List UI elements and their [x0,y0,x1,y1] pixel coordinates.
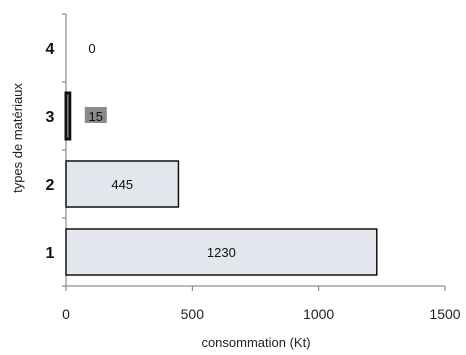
bar [65,160,180,208]
x-tick-label: 1500 [429,306,460,322]
y-tick-label: 1 [46,245,55,262]
y-tick-label: 3 [46,109,55,126]
data-label: 1230 [207,245,236,260]
y-axis-title: types de matériaux [10,83,25,193]
y-tick-label: 4 [46,41,55,58]
data-label-background [84,107,107,123]
bar [64,91,72,141]
bar [65,228,378,276]
y-ticks [62,13,66,287]
labels: 1 1230 2 445 3 15 4 0 [46,41,236,262]
bars [64,91,378,276]
x-axis-title: consommation (Kt) [201,335,310,350]
x-ticks: 0 500 1000 1500 [62,286,461,322]
x-tick-label: 1000 [303,306,334,322]
data-label: 15 [89,109,103,124]
x-tick-label: 500 [181,306,205,322]
y-tick-label: 2 [46,177,55,194]
data-label: 0 [88,41,95,56]
x-tick-label: 0 [62,306,70,322]
data-label: 445 [111,177,133,192]
